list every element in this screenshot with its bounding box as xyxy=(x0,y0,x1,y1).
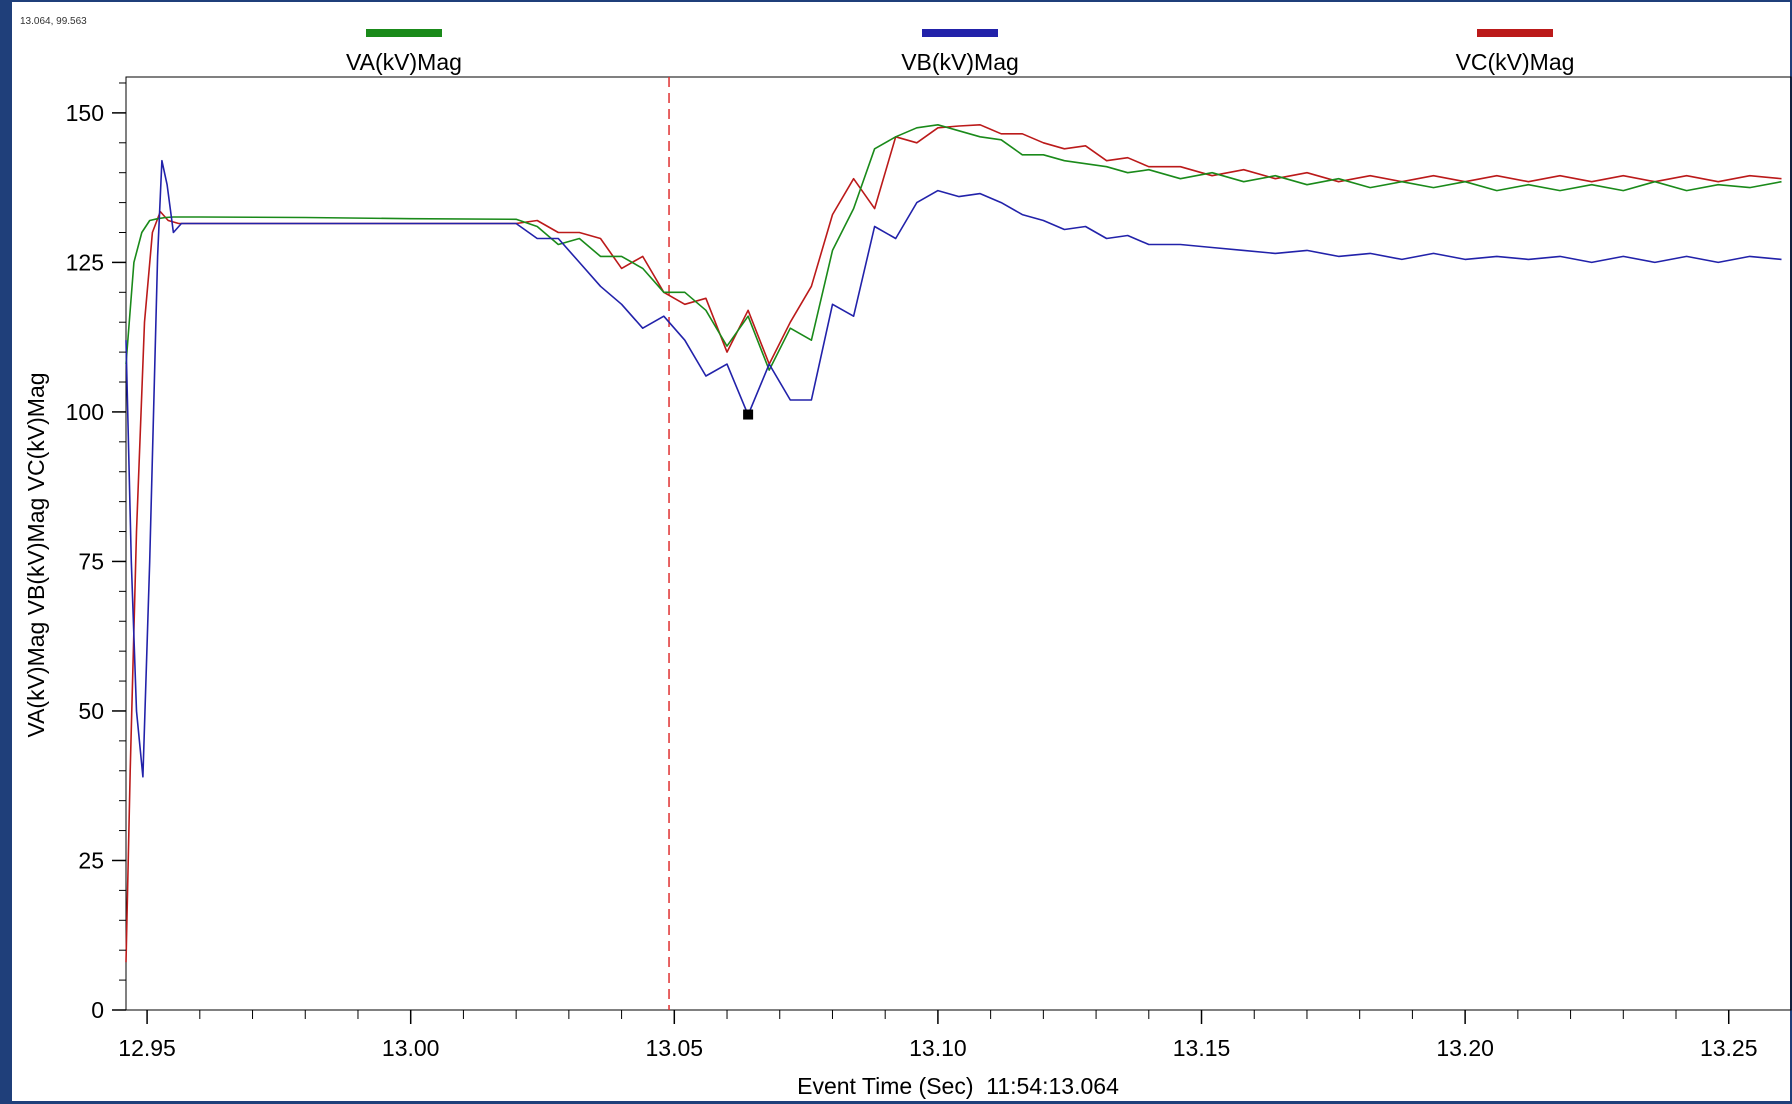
plot-area[interactable] xyxy=(125,76,1792,1011)
x-tick-label: 13.00 xyxy=(382,1035,440,1061)
cursor-marker[interactable] xyxy=(743,409,754,420)
y-tick-label: 75 xyxy=(78,548,104,574)
legend-swatch xyxy=(1477,29,1553,37)
cursor-coordinate-readout: 13.064, 99.563 xyxy=(20,16,87,27)
plot-frame xyxy=(125,76,1792,1011)
x-tick-label: 13.10 xyxy=(909,1035,967,1061)
series-line-vakvmag[interactable] xyxy=(125,124,1782,371)
y-tick-label: 25 xyxy=(78,847,104,873)
legend-swatch xyxy=(922,29,998,37)
y-axis: 0 25 50 75 100 125 150 xyxy=(66,82,126,1023)
x-axis: 12.95 13.00 13.05 13.10 13.15 13.20 13.25 xyxy=(118,1010,1758,1061)
x-tick-label: 13.20 xyxy=(1436,1035,1494,1061)
y-tick-label: 125 xyxy=(66,249,104,275)
y-tick-label: 150 xyxy=(66,100,104,126)
series-line-vckvmag[interactable] xyxy=(125,124,1782,963)
x-tick-label: 13.15 xyxy=(1173,1035,1231,1061)
y-tick-label: 100 xyxy=(66,399,104,425)
y-axis-label: VA(kV)Mag VB(kV)Mag VC(kV)Mag xyxy=(23,372,49,737)
x-tick-label: 13.25 xyxy=(1700,1035,1758,1061)
x-tick-label: 13.05 xyxy=(646,1035,704,1061)
y-tick-label: 50 xyxy=(78,698,104,724)
series-line-vbkvmag[interactable] xyxy=(125,159,1782,778)
y-tick-label: 0 xyxy=(91,997,104,1023)
legend: VA(kV)Mag VB(kV)Mag VC(kV)Mag xyxy=(346,29,1574,75)
legend-label: VB(kV)Mag xyxy=(901,49,1019,75)
legend-label: VC(kV)Mag xyxy=(1456,49,1575,75)
legend-swatch xyxy=(366,29,442,37)
x-axis-label: Event Time (Sec) 11:54:13.064 xyxy=(797,1073,1119,1099)
x-tick-label: 12.95 xyxy=(118,1035,176,1061)
legend-label: VA(kV)Mag xyxy=(346,49,462,75)
